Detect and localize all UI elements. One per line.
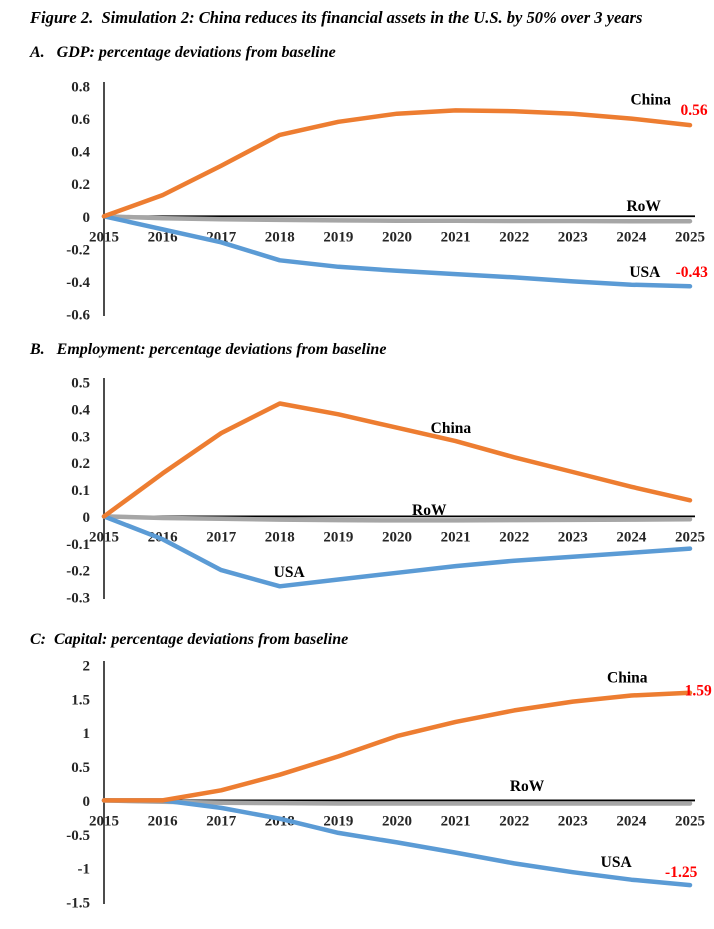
annotation-row: RoW [510,778,545,795]
x-tick-label: 2017 [206,813,237,829]
y-tick-label: 0.2 [71,177,90,193]
x-tick-label: 2025 [675,229,705,245]
annotation-china: China [630,92,671,109]
y-tick-label: 2 [83,659,91,675]
x-tick-label: 2025 [675,529,705,545]
y-tick-label: 0.6 [71,112,90,128]
x-tick-label: 2024 [616,229,647,245]
panel-capital-heading: C: Capital: percentage deviations from b… [30,631,349,648]
x-tick-label: 2022 [499,229,529,245]
x-tick-label: 2023 [558,229,588,245]
annotation-0-56: 0.56 [681,102,708,119]
annotation--1-25: -1.25 [665,864,698,881]
y-tick-label: -0.3 [66,591,90,607]
annotation-china: China [607,670,648,687]
series-line-china [101,690,693,803]
x-tick-label: 2016 [148,813,179,829]
series-line-china [101,401,693,519]
y-tick-label: 0.5 [71,376,90,392]
annotation-china: China [431,420,472,437]
series-line-row [101,798,693,806]
y-tick-label: -0.2 [66,242,90,258]
x-tick-label: 2015 [89,813,119,829]
figure-title: Figure 2. Simulation 2: China reduces it… [30,8,643,27]
x-tick-label: 2019 [323,229,353,245]
y-tick-label: 0.5 [71,760,90,776]
annotation-usa: USA [274,564,306,581]
y-tick-label: 0 [83,210,91,226]
y-tick-label: -0.1 [66,537,90,553]
x-tick-label: 2024 [616,813,647,829]
x-tick-label: 2023 [558,813,588,829]
x-tick-label: 2018 [265,529,295,545]
y-tick-label: 0.8 [71,80,90,96]
x-tick-label: 2015 [89,529,119,545]
series-line-china [101,108,693,219]
y-tick-label: 0.2 [71,456,90,472]
x-tick-label: 2017 [206,529,237,545]
series-line-usa [101,214,693,289]
panel-gdp-heading: A. GDP: percentage deviations from basel… [30,44,336,61]
y-tick-label: -0.2 [66,564,90,580]
x-tick-label: 2020 [382,529,412,545]
x-tick-label: 2020 [382,813,412,829]
annotation--0-43: -0.43 [676,264,709,281]
y-tick-label: -1.5 [66,896,90,912]
y-tick-label: 1 [83,726,91,742]
series-line-row [101,514,693,523]
x-tick-label: 2025 [675,813,705,829]
x-tick-label: 2015 [89,229,119,245]
x-tick-label: 2023 [558,529,588,545]
y-tick-label: -0.4 [66,275,90,291]
series-line-usa [101,514,693,589]
series-line-row [101,214,693,224]
y-tick-label: 0 [83,794,91,810]
y-tick-label: -1 [78,862,91,878]
x-tick-label: 2019 [323,813,353,829]
x-tick-label: 2018 [265,229,295,245]
annotation-row: RoW [412,502,447,519]
y-tick-label: 0.4 [71,145,90,161]
x-tick-label: 2021 [441,813,471,829]
y-tick-label: -0.5 [66,828,90,844]
annotation-usa: USA [601,854,633,871]
x-tick-label: 2022 [499,529,529,545]
y-tick-label: -0.6 [66,308,90,324]
x-tick-label: 2019 [323,529,353,545]
series-line-usa [101,798,693,888]
annotation-usa: USA [629,264,661,281]
y-tick-label: 1.5 [71,692,90,708]
x-tick-label: 2024 [616,529,647,545]
x-tick-label: 2021 [441,529,471,545]
annotation-1-59: 1.59 [685,683,712,700]
y-tick-label: 0.1 [71,483,90,499]
panel-employment-heading: B. Employment: percentage deviations fro… [30,341,387,358]
x-tick-label: 2021 [441,229,471,245]
y-tick-label: 0.4 [71,402,90,418]
x-tick-label: 2022 [499,813,529,829]
x-tick-label: 2020 [382,229,412,245]
annotation-row: RoW [626,198,661,215]
y-tick-label: 0.3 [71,429,90,445]
y-tick-label: 0 [83,510,91,526]
